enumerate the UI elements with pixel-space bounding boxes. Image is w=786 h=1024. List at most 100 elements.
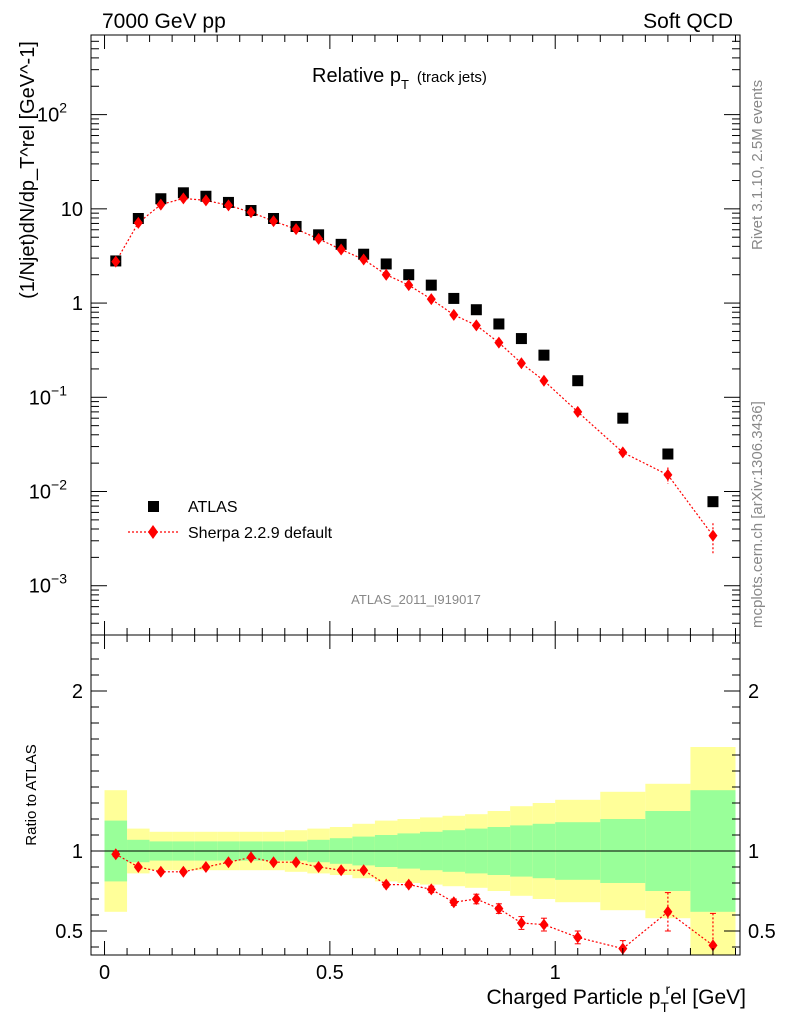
upper-y-tick-label: 102 [37,100,67,127]
upper-panel-points [110,187,719,554]
header-right-label: Soft QCD [643,10,733,33]
mc-data-point [573,405,583,418]
x-tick-label: 0.5 [316,962,344,984]
upper-y-tick-label: 10 [61,199,83,221]
plot-title-main: Relative p [312,65,401,87]
header-left-label: 7000 GeV pp [102,10,226,33]
legend-atlas-marker [148,501,159,512]
mc-data-point [291,223,301,236]
mc-data-point [663,468,673,481]
mc-data-point [381,268,391,281]
mc-series-line [115,197,714,537]
upper-panel-axes: 10−3 10−2 10−1 1 10 102 [29,34,740,636]
ratio-data-point [359,864,369,877]
ratio-data-point [291,856,301,869]
ratio-y-tick-label-right: 1 [748,841,759,863]
ratio-data-point [246,851,256,864]
analysis-id-label: ATLAS_2011_I919017 [351,592,481,607]
ratio-data-point [708,939,718,952]
legend: ATLAS Sherpa 2.2.9 default [128,499,333,542]
upper-y-tick-exponent: −2 [51,477,67,493]
ratio-data-point [573,931,583,944]
mc-data-point [336,243,346,256]
ratio-data-point [178,865,188,878]
mc-data-point [359,253,369,266]
upper-y-tick-exponent: −1 [51,382,67,398]
x-axis-label-sub: T [660,999,669,1015]
mc-data-point [269,215,279,228]
ratio-data-point [516,917,526,929]
upper-y-tick-label: 10−2 [29,477,67,504]
legend-atlas-label: ATLAS [188,499,238,516]
legend-sherpa-marker [148,525,158,539]
mc-data-point [111,255,121,268]
ratio-data-point [269,856,279,869]
atlas-data-point [617,412,629,424]
ratio-y-axis-label: Ratio to ATLAS [23,744,40,845]
mc-data-point [516,357,526,370]
ratio-data-point [223,856,233,869]
rivet-version-label: Rivet 3.1.10, 2.5M events [749,80,766,250]
legend-sherpa-label: Sherpa 2.2.9 default [188,525,333,542]
mc-data-point [133,216,143,229]
mc-data-point [246,206,256,219]
atlas-data-point [515,333,527,345]
mc-data-point [494,336,504,349]
mc-data-point [404,279,414,292]
ratio-data-point [404,878,414,891]
ratio-y-tick-label-left: 1 [72,841,83,863]
ratio-data-point [111,848,121,861]
ratio-data-point [494,902,504,915]
plot-title-note: (track jets) [417,69,487,86]
atlas-data-point [493,318,505,330]
atlas-data-point [425,279,437,291]
ratio-data-point [336,864,346,877]
x-axis-label-main: Charged Particle p [486,986,660,1009]
mc-data-point [314,232,324,245]
mcplots-label: mcplots.cern.ch [arXiv:1306.3436] [749,401,766,628]
mc-data-point [449,308,459,321]
lower-panel-frame [90,634,741,956]
x-axis-label-tail: el [GeV] [670,986,746,1009]
ratio-y-tick-label-left: 0.5 [55,921,83,943]
ratio-data-point [426,883,436,896]
upper-y-tick-exponent: −3 [51,571,67,587]
ratio-data-point [201,861,211,873]
ratio-y-tick-label-right: 0.5 [748,921,776,943]
mc-data-point [178,192,188,205]
lower-panel-axes: 0.5 0.5 1 1 2 2 0 0.5 1 [55,635,776,984]
upper-y-tick-exponent: 2 [59,100,67,116]
atlas-data-point [470,304,482,316]
mc-data-point [156,198,166,211]
atlas-data-point [538,349,550,361]
mc-data-point [708,529,718,542]
ratio-y-tick-label-right: 2 [748,681,759,703]
mc-data-point [539,374,549,387]
ratio-data-point [471,893,481,905]
upper-y-tick-label: 1 [72,293,83,315]
lower-panel-points [111,848,718,956]
mc-data-point [201,194,211,207]
ratio-data-point [663,905,673,918]
atlas-data-point [380,258,392,270]
upper-y-tick-label: 10−3 [29,571,67,598]
mc-data-point [223,199,233,212]
atlas-data-point [707,496,719,508]
plot-title: Relative pT (track jets) [312,65,487,92]
upper-panel-frame [90,34,741,636]
ratio-data-point [133,861,143,873]
upper-y-axis-label: (1/Njet)dN/dp_T^rel [GeV^-1] [17,41,39,299]
mc-data-point [426,293,436,306]
mc-data-point [471,319,481,332]
ratio-data-point [156,865,166,878]
ratio-data-point [539,918,549,931]
ratio-data-point [381,878,391,891]
atlas-data-point [572,375,584,387]
atlas-data-point [662,448,674,460]
mc-data-point [618,446,628,459]
atlas-data-point [448,292,460,304]
ratio-data-point [314,861,324,873]
x-axis-label-sup: r [665,981,670,997]
upper-y-tick-label: 10−1 [29,382,67,409]
